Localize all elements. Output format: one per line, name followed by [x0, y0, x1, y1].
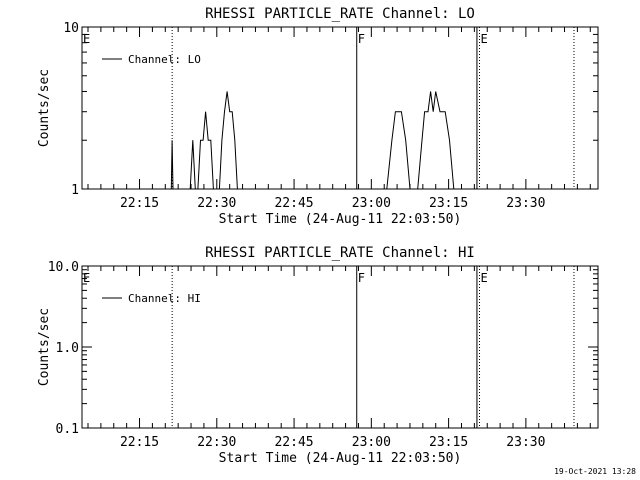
event-marker-label: E [83, 271, 90, 285]
legend-label: Channel: LO [128, 53, 201, 66]
chart-title: RHESSI PARTICLE_RATE Channel: LO [205, 6, 475, 22]
x-tick-label: 23:15 [429, 196, 468, 211]
event-marker-label: F [358, 32, 365, 46]
footer-timestamp: 19-Oct-2021 13:28 [554, 467, 636, 476]
x-tick-label: 23:15 [429, 435, 468, 450]
x-tick-label: 22:45 [274, 435, 313, 450]
x-tick-label: 23:30 [506, 435, 545, 450]
x-tick-label: 22:30 [197, 435, 236, 450]
x-tick-label: 23:30 [506, 196, 545, 211]
event-marker-label: E [481, 271, 488, 285]
y-tick-label: 0.1 [56, 422, 79, 437]
chart-panel-1: RHESSI PARTICLE_RATE Channel: HI 0.1 1.0 10… [37, 245, 599, 466]
chart-title: RHESSI PARTICLE_RATE Channel: HI [205, 245, 475, 261]
event-marker-label: E [481, 32, 488, 46]
x-tick-label: 22:45 [274, 196, 313, 211]
plot-frame [81, 26, 599, 190]
x-axis-label: Start Time (24-Aug-11 22:03:50) [219, 451, 462, 466]
legend-label: Channel: HI [128, 292, 201, 305]
x-tick-label: 23:00 [352, 435, 391, 450]
x-tick-label: 22:15 [120, 435, 159, 450]
x-tick-label: 22:15 [120, 196, 159, 211]
y-tick-label: 1 [71, 183, 79, 198]
chart-panel-0: RHESSI PARTICLE_RATE Channel: LO 1 10 22:15… [37, 6, 599, 227]
y-axis-label: Counts/sec [37, 69, 52, 147]
x-tick-label: 23:00 [352, 196, 391, 211]
y-tick-label: 10 [63, 21, 79, 36]
x-tick-label: 22:30 [197, 196, 236, 211]
y-tick-label: 1.0 [56, 341, 79, 356]
event-marker-label: F [358, 271, 365, 285]
plot-frame [81, 265, 599, 429]
series-line [170, 91, 455, 190]
event-marker-label: E [83, 32, 90, 46]
y-tick-label: 10.0 [48, 260, 79, 275]
y-axis-label: Counts/sec [37, 308, 52, 386]
x-axis-label: Start Time (24-Aug-11 22:03:50) [219, 212, 462, 227]
